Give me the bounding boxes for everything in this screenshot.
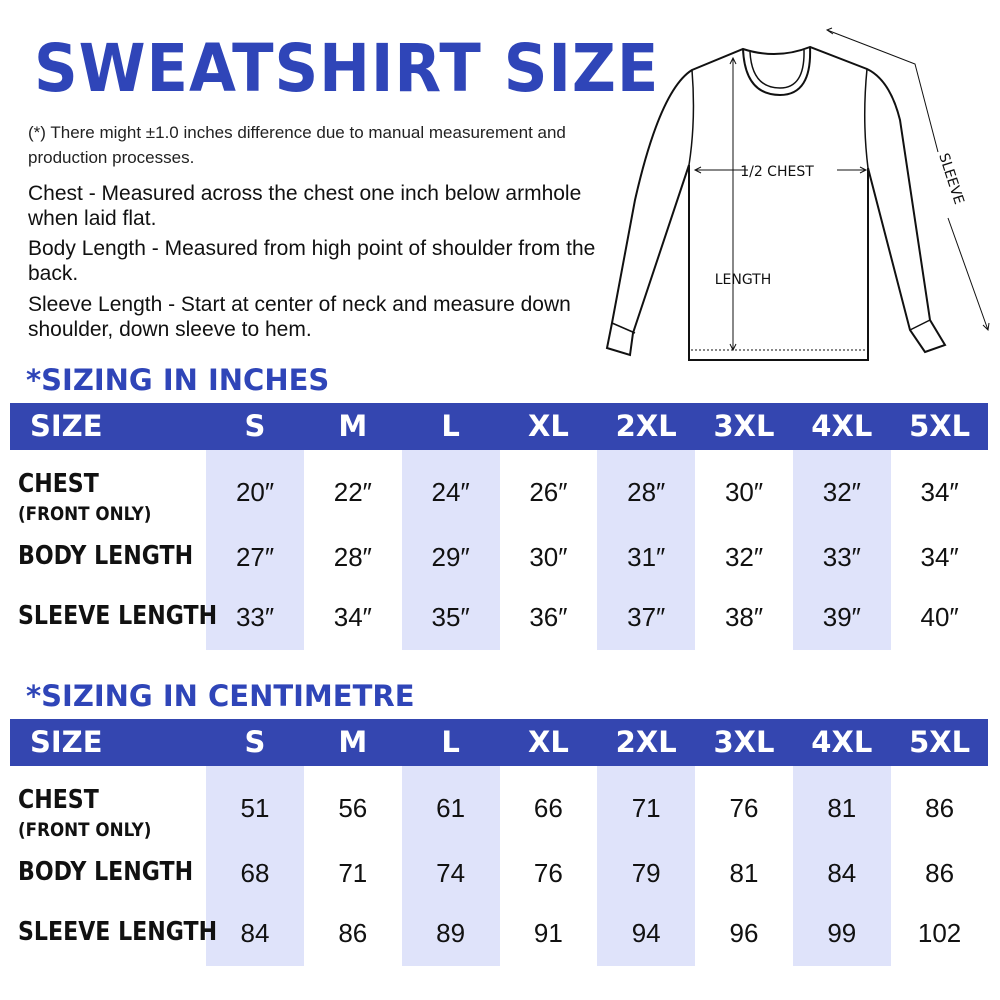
chest-value: 34″ <box>920 477 959 507</box>
sleeve-value: 86 <box>338 918 368 948</box>
row-label-chest: CHEST <box>18 785 99 815</box>
sleeve-value: 99 <box>827 918 857 948</box>
row-label-sleeve-length: SLEEVE LENGTH <box>18 917 218 947</box>
sleeve-value: 84 <box>240 918 270 948</box>
chest-value: 56 <box>338 793 368 823</box>
body-value: 30″ <box>529 542 568 572</box>
size-header-l: L <box>441 725 460 759</box>
body-value: 71 <box>338 858 368 888</box>
size-header-5xl: 5XL <box>909 409 971 443</box>
body-value: 27″ <box>235 542 275 572</box>
half-chest-label: 1/2 CHEST <box>740 164 814 180</box>
chest-value: 30″ <box>724 477 764 507</box>
shaded-column <box>401 766 500 966</box>
cm-section-title: *SIZING IN CENTIMETRE <box>26 679 415 713</box>
chest-value: 51 <box>240 793 270 823</box>
body-value: 68 <box>240 858 270 888</box>
row-label-chest-sub: (FRONT ONLY) <box>18 503 152 525</box>
row-label-chest-sub: (FRONT ONLY) <box>18 819 152 841</box>
sleeve-label: SLEEVE <box>935 151 967 206</box>
chest-value: 61 <box>436 793 466 823</box>
size-header-2xl: 2XL <box>615 409 677 443</box>
body-value: 33″ <box>822 542 861 572</box>
cm-header-row: SIZE S M L XL 2XL 3XL 4XL 5XL <box>10 719 988 766</box>
page-title: SWEATSHIRT SIZE <box>34 30 660 107</box>
chest-value: 26″ <box>529 477 568 507</box>
size-header-4xl: 4XL <box>811 409 873 443</box>
inches-section-title: *SIZING IN INCHES <box>26 363 330 397</box>
size-header-m: M <box>338 725 368 759</box>
shaded-column <box>792 450 891 650</box>
row-label-body-length: BODY LENGTH <box>18 857 194 887</box>
body-value: 81 <box>729 858 759 888</box>
body-value: 84 <box>827 858 857 888</box>
shaded-column <box>792 766 891 966</box>
sleeve-value: 35″ <box>431 602 470 632</box>
sleeve-value: 36″ <box>529 602 568 632</box>
chest-value: 71 <box>631 793 661 823</box>
chest-value: 28″ <box>627 477 666 507</box>
body-value: 32″ <box>724 542 764 572</box>
shaded-column <box>206 450 304 650</box>
sleeve-value: 38″ <box>724 602 764 632</box>
chest-value: 76 <box>729 793 759 823</box>
body-value: 31″ <box>627 542 666 572</box>
chest-value: 81 <box>827 793 857 823</box>
body-value: 34″ <box>920 542 959 572</box>
inches-header-row: SIZE S M L XL 2XL 3XL 4XL 5XL <box>10 403 988 450</box>
body-value: 29″ <box>431 542 470 572</box>
chest-value: 20″ <box>235 477 275 507</box>
sleeve-value: 40″ <box>920 602 959 632</box>
row-label-sleeve-length: SLEEVE LENGTH <box>18 601 218 631</box>
sleeve-value: 34″ <box>333 602 372 632</box>
body-length-description: Body Length - Measured from high point o… <box>28 237 596 285</box>
body-value: 86 <box>925 858 955 888</box>
body-value: 74 <box>436 858 466 888</box>
sleeve-value: 94 <box>631 918 661 948</box>
chest-value: 22″ <box>333 477 372 507</box>
chest-value: 24″ <box>431 477 470 507</box>
size-header-4xl: 4XL <box>811 725 873 759</box>
size-header-m: M <box>338 409 368 443</box>
size-header-s: S <box>244 409 266 443</box>
sleeve-value: 33″ <box>235 602 275 632</box>
size-header-3xl: 3XL <box>713 409 775 443</box>
body-value: 28″ <box>333 542 372 572</box>
shaded-column <box>206 766 304 966</box>
chest-value: 66 <box>533 793 563 823</box>
chest-value: 32″ <box>822 477 861 507</box>
size-header-3xl: 3XL <box>713 725 775 759</box>
shaded-column <box>401 450 500 650</box>
body-value: 79 <box>631 858 661 888</box>
measurement-note: (*) There might ±1.0 inches difference d… <box>28 123 566 167</box>
size-header: SIZE <box>30 725 103 759</box>
shaded-column <box>597 766 696 966</box>
chest-value: 86 <box>925 793 955 823</box>
size-header: SIZE <box>30 409 103 443</box>
length-label: LENGTH <box>715 272 772 288</box>
size-header-l: L <box>441 409 460 443</box>
sleeve-value: 96 <box>729 918 759 948</box>
row-label-body-length: BODY LENGTH <box>18 541 194 571</box>
row-label-chest: CHEST <box>18 469 99 499</box>
sleeve-value: 89 <box>436 918 466 948</box>
body-value: 76 <box>533 858 563 888</box>
size-header-xl: XL <box>527 725 569 759</box>
sleeve-value: 37″ <box>627 602 666 632</box>
sleeve-length-description: Sleeve Length - Start at center of neck … <box>28 293 571 341</box>
size-header-xl: XL <box>527 409 569 443</box>
sleeve-value: 91 <box>533 918 563 948</box>
sleeve-value: 39″ <box>822 602 861 632</box>
size-header-5xl: 5XL <box>909 725 971 759</box>
sleeve-value: 102 <box>917 918 962 948</box>
chest-description: Chest - Measured across the chest one in… <box>28 182 582 230</box>
sweatshirt-diagram: 1/2 CHEST LENGTH SLEEVE <box>605 27 990 361</box>
size-header-s: S <box>244 725 266 759</box>
size-header-2xl: 2XL <box>615 725 677 759</box>
shaded-column <box>597 450 696 650</box>
